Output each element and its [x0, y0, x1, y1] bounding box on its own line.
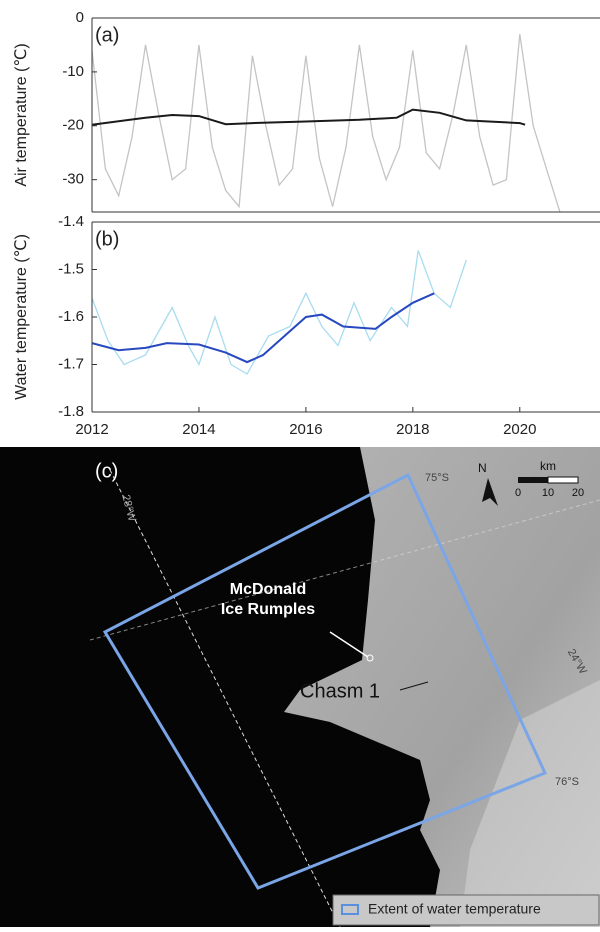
north-label: N	[478, 461, 487, 475]
x-tick-label: 2018	[396, 421, 429, 438]
y-axis-label: Air temperature (℃)	[13, 43, 30, 186]
pointer	[329, 631, 369, 658]
y-tick-label: -30	[62, 171, 84, 188]
legend-swatch	[341, 904, 359, 915]
y-tick-label: -10	[62, 63, 84, 80]
line	[91, 108, 526, 126]
y-tick-label: -1.5	[58, 260, 84, 277]
scale-tick: 10	[542, 487, 554, 499]
panel-label: (c)	[95, 460, 118, 482]
y-tick-label: -1.4	[58, 213, 84, 230]
line	[91, 292, 435, 364]
scale-unit: km	[540, 459, 556, 473]
map-label: Ice Rumples	[221, 601, 315, 618]
latitude-label: 76°S	[555, 776, 579, 788]
y-axis-label: Water temperature (℃)	[13, 234, 30, 400]
extent-box	[102, 472, 548, 890]
x-tick-label: 2012	[75, 421, 108, 438]
x-tick-label: 2016	[289, 421, 322, 438]
x-tick-label: 2014	[182, 421, 215, 438]
latitude-label: 75°S	[425, 472, 449, 484]
legend-label: Extent of water temperature	[368, 901, 541, 917]
north-arrow	[482, 478, 498, 506]
map: (c) McDonald Ice Rumples Chasm 1 75°S 76…	[0, 447, 600, 928]
meridian	[109, 469, 341, 928]
ice-sheet	[460, 680, 600, 927]
y-tick-label: 0	[76, 9, 84, 26]
y-tick-label: -1.7	[58, 355, 84, 372]
y-tick-label: -1.8	[58, 403, 84, 420]
panel-label: (b)	[95, 228, 119, 250]
map-label: McDonald	[230, 581, 306, 598]
legend	[332, 894, 600, 926]
scale-tick: 0	[515, 487, 521, 499]
rumples-marker	[366, 654, 374, 662]
map-label: Chasm 1	[300, 680, 380, 702]
x-tick-label: 2020	[503, 421, 536, 438]
scale-tick: 20	[572, 487, 584, 499]
y-tick-label: -20	[62, 117, 84, 134]
line	[91, 34, 561, 213]
scale-bar	[518, 477, 548, 483]
line	[91, 250, 467, 375]
scale-bar	[547, 476, 579, 484]
panel-label: (a)	[95, 24, 119, 46]
y-tick-label: -1.6	[58, 308, 84, 325]
pointer	[399, 681, 429, 691]
